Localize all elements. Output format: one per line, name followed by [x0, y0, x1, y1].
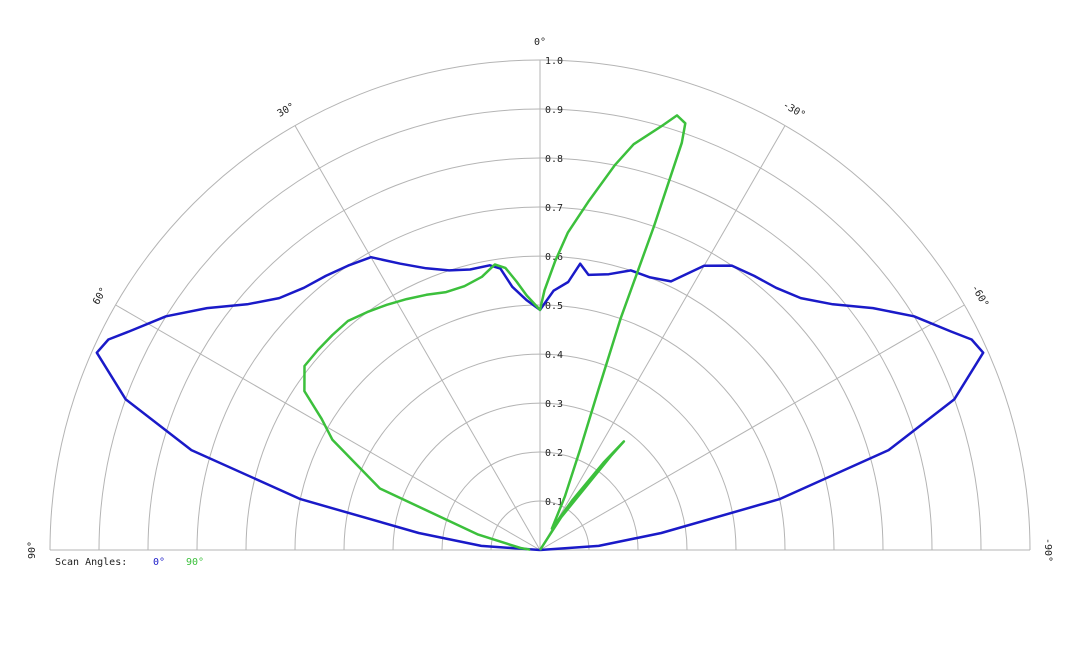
spoke: [294, 125, 541, 551]
theta-tick-label: 60°: [91, 286, 110, 307]
r-tick-label: 0.2: [545, 448, 563, 459]
theta-tick-label: -30°: [781, 100, 807, 122]
spoke: [539, 304, 965, 551]
r-tick-label: 0.3: [545, 399, 563, 410]
r-tick-label: 0.7: [545, 203, 563, 214]
spoke: [539, 125, 786, 551]
theta-tick-label: -90°: [1042, 538, 1053, 562]
theta-tick-label: 0°: [534, 37, 546, 48]
spoke: [115, 304, 541, 551]
theta-tick-label: 30°: [276, 101, 297, 120]
series-line: [303, 114, 687, 551]
r-tick-label: 0.1: [545, 497, 563, 508]
r-tick-label: 0.4: [545, 350, 563, 361]
legend-title: Scan Angles:: [55, 557, 127, 568]
theta-tick-label: 90°: [27, 541, 38, 559]
r-tick-label: 0.5: [545, 301, 563, 312]
r-tick-label: 0.9: [545, 105, 563, 116]
theta-tick-label: -60°: [969, 283, 991, 309]
r-tick-label: 0.8: [545, 154, 563, 165]
r-tick-label: 1.0: [545, 56, 563, 67]
legend-entry: 0°: [153, 557, 165, 568]
legend-entry: 90°: [186, 557, 204, 568]
r-tick-label: 0.6: [545, 252, 563, 263]
